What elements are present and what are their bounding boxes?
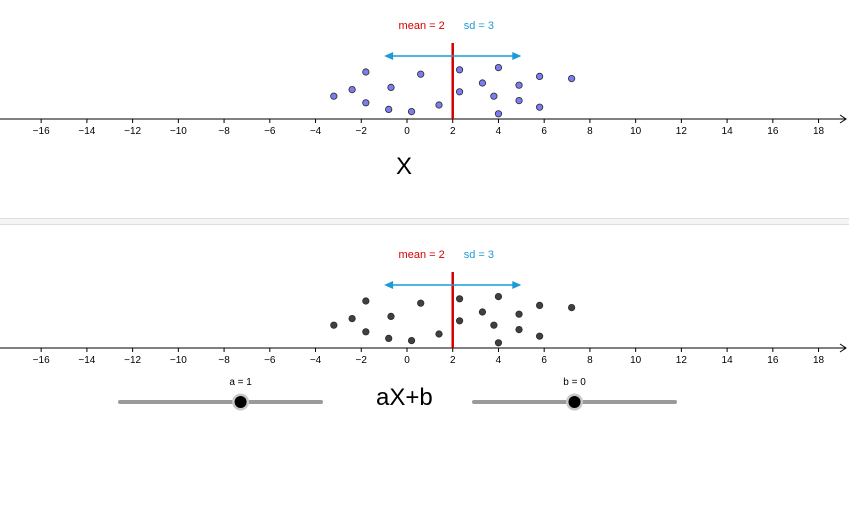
- bottom-tick-label: −4: [310, 355, 322, 366]
- bottom-data-point: [387, 312, 395, 320]
- bottom-data-point: [362, 297, 370, 305]
- b-slider-knob[interactable]: [568, 396, 581, 408]
- bottom-data-point: [348, 314, 356, 323]
- top-sd-arrowhead-left: [384, 52, 394, 60]
- bottom-data-point: [494, 292, 503, 301]
- top-data-point: [387, 83, 395, 92]
- bottom-data-point: [362, 328, 370, 336]
- bottom-data-point: [330, 321, 338, 329]
- bottom-tick-label: 14: [722, 355, 734, 366]
- top-tick-label: −14: [78, 126, 95, 137]
- top-tick-label: 4: [496, 126, 502, 137]
- top-data-point: [330, 92, 338, 100]
- bottom-tick-label: 8: [587, 355, 593, 366]
- bottom-sd-arrowhead-left: [384, 281, 394, 289]
- bottom-tick-label: 4: [496, 355, 502, 366]
- bottom-data-point: [490, 321, 498, 329]
- bottom-tick-label: 6: [541, 355, 547, 366]
- b-slider-label: b = 0: [563, 377, 586, 388]
- bottom-tick-label: −14: [78, 355, 95, 366]
- bottom-data-point: [536, 332, 544, 340]
- top-data-point: [515, 97, 523, 105]
- top-mean-label: mean = 2: [399, 20, 445, 32]
- top-sd-label: sd = 3: [464, 20, 494, 32]
- top-tick-label: −10: [170, 126, 187, 137]
- top-data-point: [455, 88, 464, 96]
- top-data-point: [515, 81, 523, 89]
- top-tick-label: 2: [450, 126, 456, 137]
- bottom-data-point: [385, 334, 393, 342]
- a-slider-label: a = 1: [229, 377, 252, 388]
- bottom-tick-label: −6: [264, 355, 276, 366]
- top-data-point: [536, 72, 544, 81]
- bottom-tick-label: −16: [33, 355, 50, 366]
- bottom-panel-title: aX+b: [376, 384, 433, 411]
- bottom-tick-label: −2: [356, 355, 368, 366]
- top-tick-label: 14: [722, 126, 734, 137]
- top-axis-arrow: [839, 114, 847, 124]
- top-data-point: [407, 108, 416, 116]
- bottom-data-point: [455, 317, 464, 325]
- a-slider-knob[interactable]: [234, 396, 247, 408]
- top-tick-label: 12: [676, 126, 688, 137]
- top-tick-label: 18: [813, 126, 825, 137]
- bottom-tick-label: 12: [676, 355, 688, 366]
- bottom-axis-arrow: [839, 343, 847, 353]
- top-tick-label: −2: [356, 126, 368, 137]
- top-panel-title: X: [396, 153, 413, 180]
- top-data-point: [494, 110, 503, 118]
- bottom-data-point: [515, 325, 523, 334]
- bottom-tick-label: 16: [767, 355, 779, 366]
- top-data-point: [494, 64, 503, 72]
- top-data-point: [490, 92, 498, 100]
- bottom-tick-label: −10: [170, 355, 187, 366]
- bottom-data-point: [417, 299, 425, 307]
- top-tick-label: −12: [124, 126, 141, 137]
- top-data-point: [362, 99, 370, 107]
- top-data-point: [435, 101, 443, 109]
- bottom-tick-label: −8: [218, 355, 230, 366]
- bottom-data-point: [455, 295, 464, 303]
- top-tick-label: 8: [587, 126, 593, 137]
- bottom-tick-label: −12: [124, 355, 141, 366]
- bottom-tick-label: 18: [813, 355, 825, 366]
- top-tick-label: 0: [404, 126, 410, 137]
- bottom-tick-label: 0: [404, 355, 410, 366]
- bottom-data-point: [515, 310, 523, 318]
- top-tick-label: −8: [218, 126, 230, 137]
- top-data-point: [455, 66, 464, 74]
- bottom-data-point: [494, 339, 503, 347]
- bottom-mean-label: mean = 2: [399, 249, 445, 261]
- top-tick-label: 10: [630, 126, 642, 137]
- bottom-data-point: [568, 303, 576, 312]
- top-tick-label: −16: [33, 126, 50, 137]
- bottom-data-point: [407, 336, 416, 345]
- top-tick-label: 16: [767, 126, 779, 137]
- top-tick-label: −4: [310, 126, 322, 137]
- bottom-sd-arrowhead-right: [512, 281, 522, 289]
- top-data-point: [417, 70, 425, 78]
- bottom-data-point: [478, 308, 487, 316]
- top-data-point: [568, 75, 576, 83]
- top-data-point: [385, 105, 393, 114]
- bottom-tick-label: 2: [450, 355, 456, 366]
- top-tick-label: 6: [541, 126, 547, 137]
- top-tick-label: −6: [264, 126, 276, 137]
- top-data-point: [362, 68, 370, 76]
- bottom-data-point: [536, 301, 544, 309]
- top-data-point: [478, 79, 487, 87]
- top-data-point: [536, 103, 544, 111]
- bottom-data-point: [435, 330, 443, 338]
- top-data-point: [348, 86, 356, 94]
- panel-divider: [0, 218, 849, 225]
- bottom-sd-label: sd = 3: [464, 249, 494, 261]
- bottom-tick-label: 10: [630, 355, 642, 366]
- top-sd-arrowhead-right: [512, 52, 522, 60]
